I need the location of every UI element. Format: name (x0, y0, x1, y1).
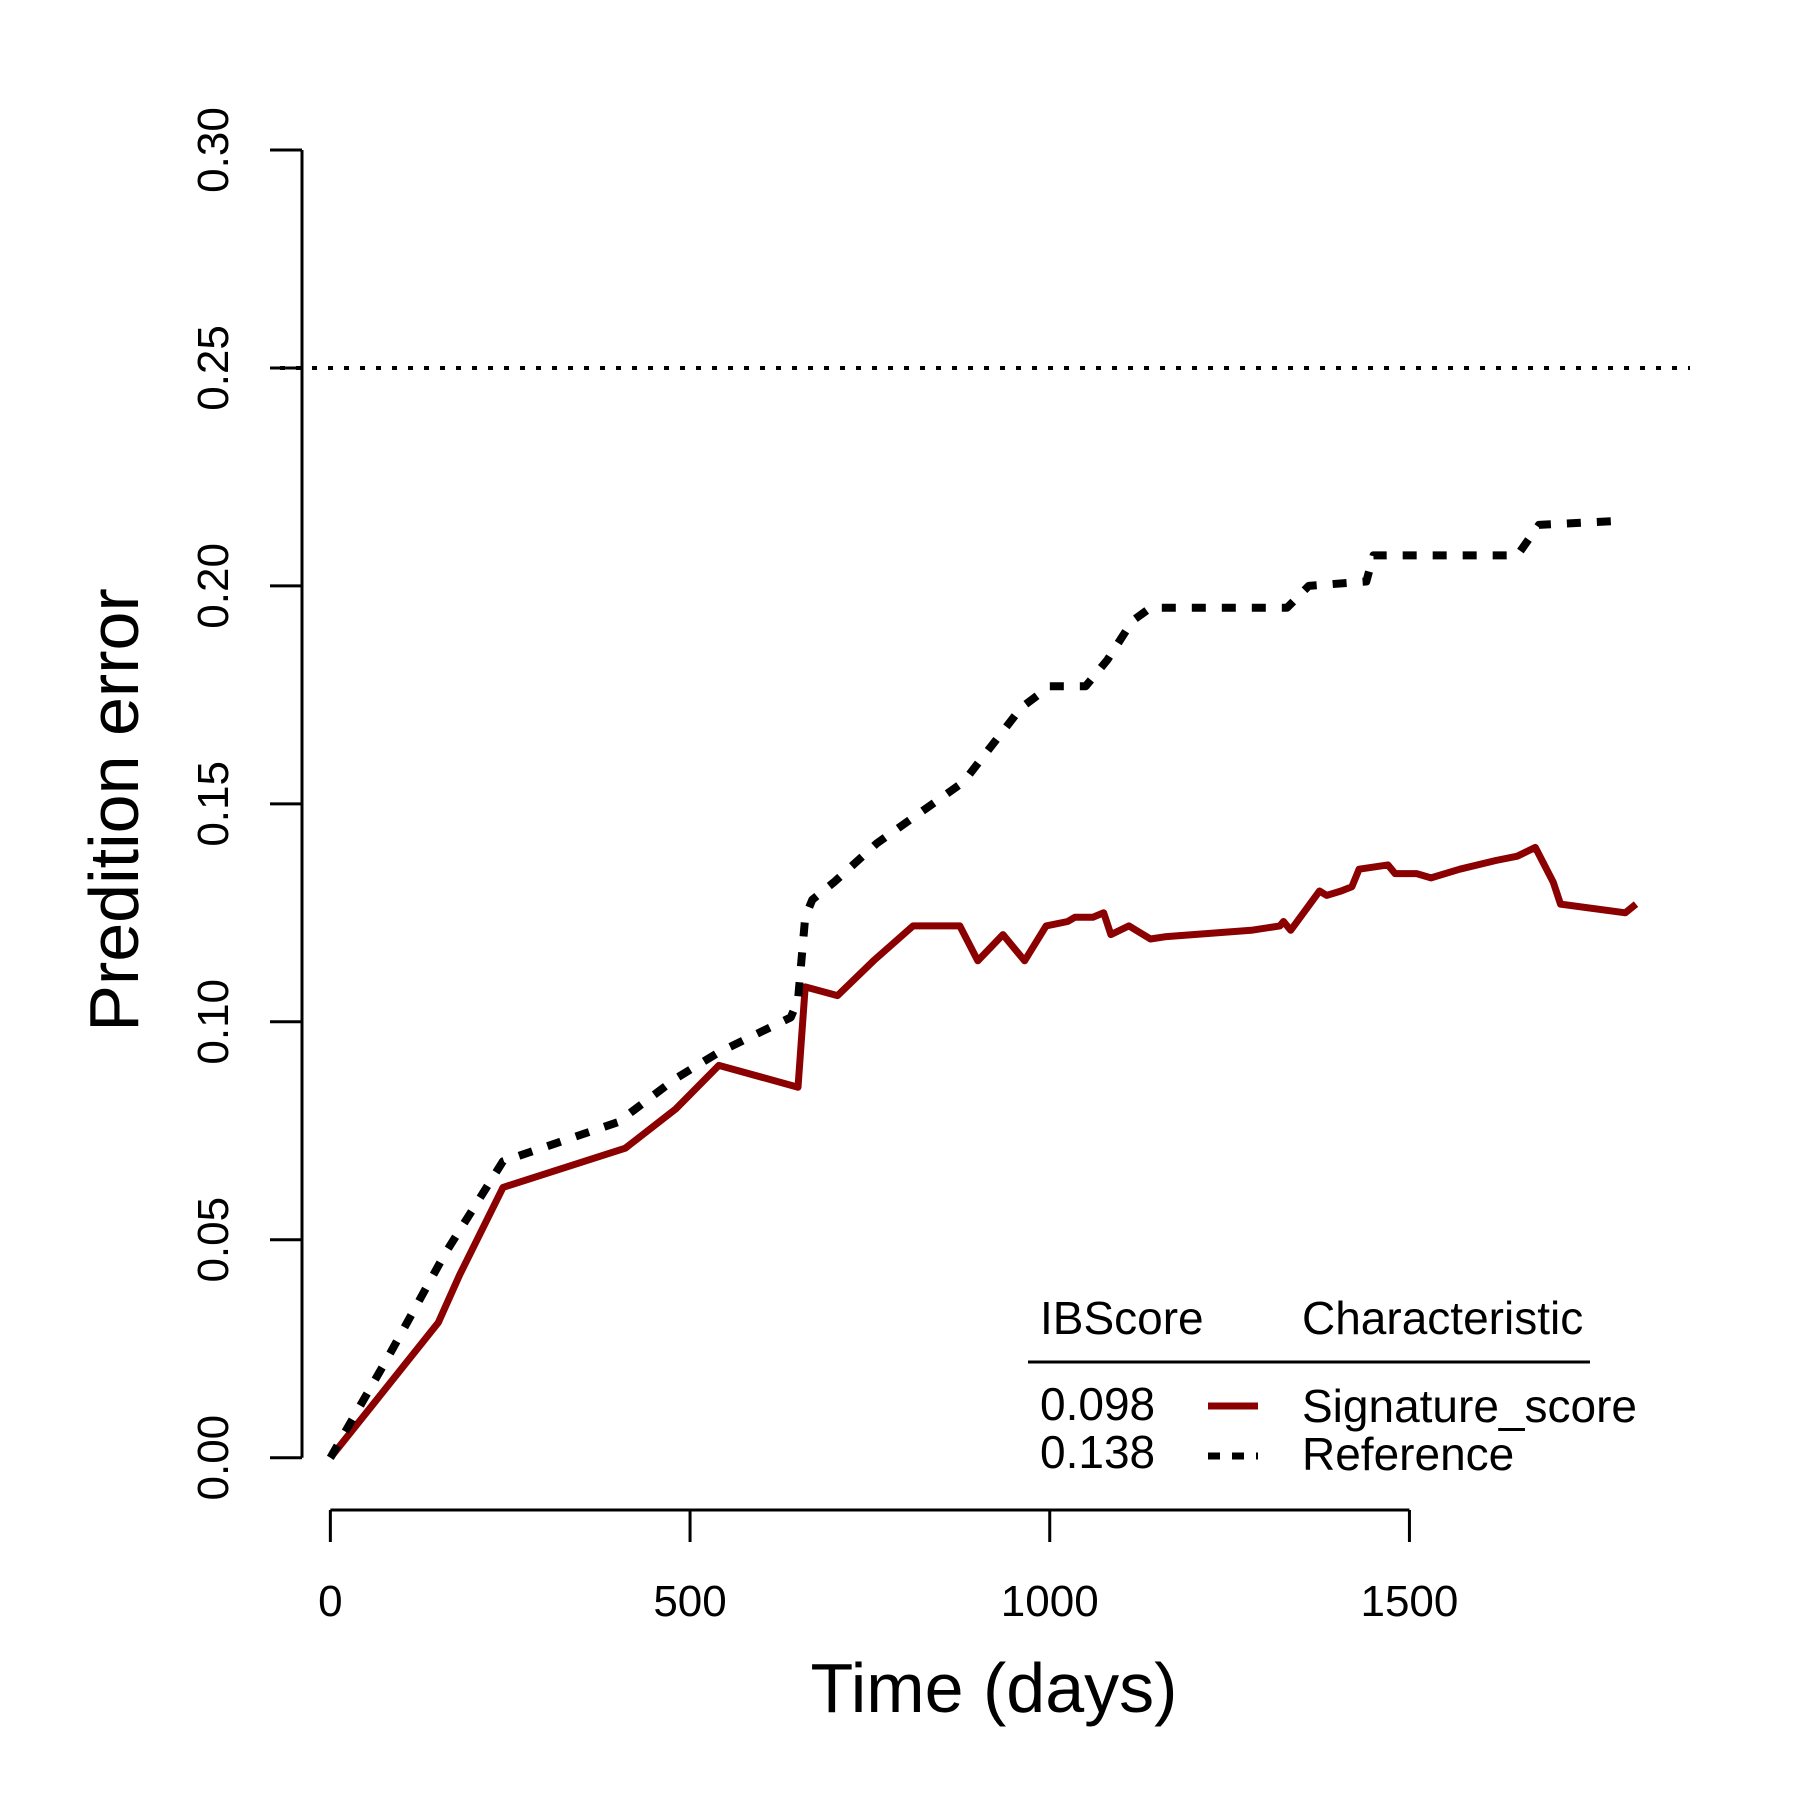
y-tick-label: 0.25 (189, 325, 238, 411)
y-tick-label: 0.10 (189, 979, 238, 1065)
x-axis-title: Time (days) (811, 1649, 1178, 1727)
x-tick-label: 1500 (1360, 1577, 1458, 1626)
legend-score-signature: 0.098 (1040, 1378, 1155, 1430)
legend-header-ibscore: IBScore (1040, 1292, 1204, 1344)
legend: IBScore Characteristic 0.098 Signature_s… (1028, 1292, 1637, 1480)
legend-label-reference: Reference (1302, 1428, 1514, 1480)
legend-header-characteristic: Characteristic (1302, 1292, 1583, 1344)
y-tick-label: 0.05 (189, 1197, 238, 1283)
series-layer (326, 516, 1639, 1460)
legend-label-signature: Signature_score (1302, 1380, 1637, 1432)
x-axis: 0 500 1000 1500 (318, 1508, 1458, 1626)
y-axis: 0.00 0.05 0.10 0.15 0.20 0.25 0.30 (189, 107, 304, 1501)
x-tick-label: 1000 (1001, 1577, 1099, 1626)
y-axis-title: Predition error (75, 588, 153, 1032)
legend-score-reference: 0.138 (1040, 1426, 1155, 1478)
y-tick-label: 0.15 (189, 761, 238, 847)
y-tick-label: 0.20 (189, 543, 238, 629)
series-line-signature_score (327, 843, 1639, 1460)
y-tick-label: 0.30 (189, 107, 238, 193)
x-tick-label: 0 (318, 1577, 342, 1626)
y-tick-label: 0.00 (189, 1415, 238, 1501)
series-line-reference (326, 516, 1626, 1460)
x-tick-label: 500 (653, 1577, 726, 1626)
